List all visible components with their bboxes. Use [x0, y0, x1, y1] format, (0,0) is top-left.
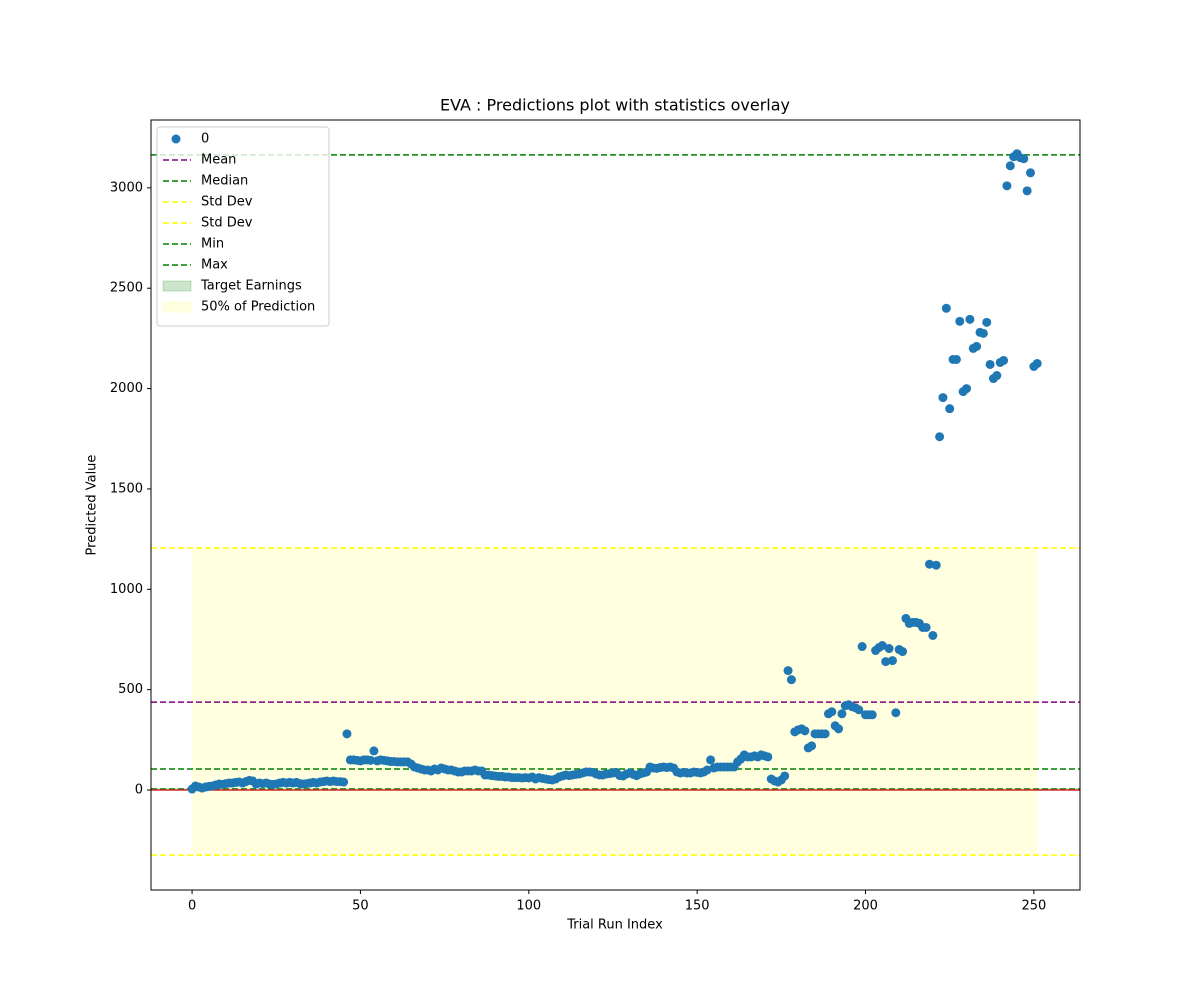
data-point	[366, 755, 376, 765]
data-point	[951, 354, 961, 364]
data-point	[1026, 168, 1036, 178]
y-tick-label: 0	[135, 783, 143, 798]
y-tick-label: 1000	[110, 582, 143, 597]
data-point	[854, 705, 864, 715]
legend-label: Std Dev	[201, 195, 253, 210]
data-point	[369, 746, 379, 756]
x-tick-label: 250	[1021, 899, 1046, 914]
data-point	[982, 317, 992, 327]
data-point	[1002, 181, 1012, 191]
legend-label: Max	[201, 258, 228, 273]
y-tick-label: 2500	[110, 281, 143, 296]
data-point	[1022, 186, 1032, 196]
data-point	[780, 771, 790, 781]
y-tick-label: 1500	[110, 481, 143, 496]
data-point	[706, 755, 716, 765]
data-point	[786, 675, 796, 685]
data-point	[921, 622, 931, 632]
legend-label: Std Dev	[201, 216, 253, 231]
data-point	[783, 666, 793, 676]
data-point	[978, 328, 988, 338]
legend-label: 50% of Prediction	[201, 300, 315, 315]
data-point	[339, 777, 349, 787]
legend-label: Min	[201, 237, 224, 252]
legend-label: Target Earnings	[200, 279, 302, 294]
axes-frame	[150, 119, 1081, 891]
data-point	[820, 729, 830, 739]
data-point	[857, 642, 867, 652]
legend-label: Median	[201, 174, 248, 189]
data-point	[1019, 154, 1029, 164]
legend-marker	[171, 134, 181, 144]
legend	[156, 126, 330, 327]
data-point	[807, 741, 817, 751]
data-point	[965, 314, 975, 324]
data-point	[955, 316, 965, 326]
data-point	[931, 560, 941, 570]
x-tick-label: 50	[352, 899, 369, 914]
data-point	[992, 371, 1002, 381]
data-point	[924, 559, 934, 569]
data-point	[938, 393, 948, 403]
data-point	[827, 707, 837, 717]
legend-patch	[162, 301, 192, 313]
data-point	[898, 647, 908, 657]
data-point	[867, 710, 877, 720]
data-point	[941, 303, 951, 313]
data-point	[945, 404, 955, 414]
data-point	[962, 384, 972, 394]
data-point	[884, 644, 894, 654]
legend-label: 0	[201, 132, 209, 147]
x-tick-label: 100	[516, 899, 541, 914]
x-tick-label: 150	[685, 899, 710, 914]
y-tick-label: 2000	[110, 381, 143, 396]
x-tick-label: 0	[188, 899, 196, 914]
data-point	[999, 355, 1009, 365]
legend-label: Mean	[201, 153, 236, 168]
x-axis-label: Trial Run Index	[566, 918, 663, 933]
data-point	[342, 729, 352, 739]
data-point	[935, 432, 945, 442]
legend-patch	[162, 280, 192, 292]
data-point	[800, 726, 810, 736]
data-point	[928, 630, 938, 640]
data-point	[837, 709, 847, 719]
data-point	[1032, 358, 1042, 368]
data-point	[1005, 161, 1015, 171]
x-tick-label: 200	[853, 899, 878, 914]
data-point	[881, 657, 891, 667]
data-point	[834, 724, 844, 734]
data-point	[972, 341, 982, 351]
chart-title: EVA : Predictions plot with statistics o…	[440, 96, 790, 115]
data-point	[887, 656, 897, 666]
data-point	[763, 752, 773, 762]
plot-area	[151, 149, 1080, 856]
y-tick-label: 3000	[110, 180, 143, 195]
data-point	[891, 708, 901, 718]
y-tick-label: 500	[118, 682, 143, 697]
y-axis-label: Predicted Value	[85, 455, 100, 556]
data-point	[877, 641, 887, 651]
data-point	[985, 359, 995, 369]
